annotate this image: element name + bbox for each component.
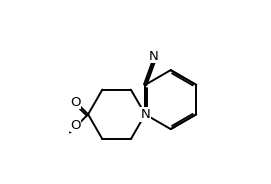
Text: N: N (149, 50, 159, 63)
Text: N: N (141, 108, 151, 121)
Text: O: O (70, 119, 81, 132)
Text: O: O (70, 96, 81, 109)
